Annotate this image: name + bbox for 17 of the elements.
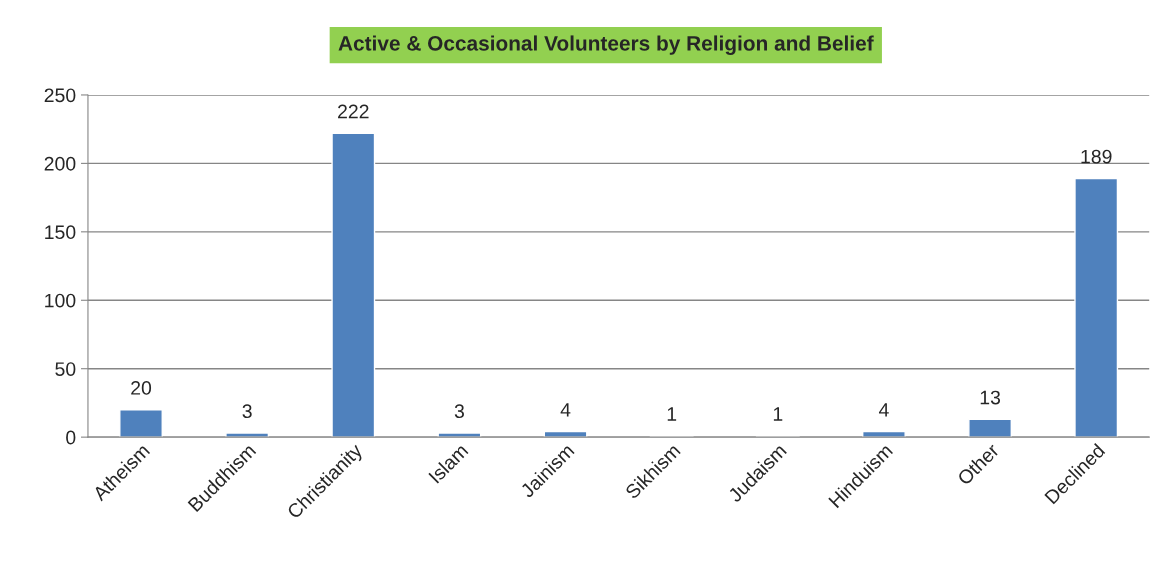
y-tick-label: 0 [66,430,76,445]
data-label: 20 [131,381,152,395]
y-tick-label: 150 [45,225,76,240]
data-label: 4 [878,403,889,417]
y-tick-label: 250 [44,88,76,103]
data-label: 189 [1081,149,1112,164]
data-label: 3 [242,404,252,419]
data-label: 222 [338,104,369,119]
y-tick-label: 50 [55,362,76,376]
chart-title: Active & Occasional Volunteers by Religion and Belief [338,35,874,55]
data-label: 1 [773,407,783,421]
data-label: 1 [667,407,677,421]
data-label: 13 [980,390,1001,405]
y-tick-label: 100 [45,293,76,308]
y-tick-label: 200 [44,156,76,171]
data-label: 4 [560,403,571,417]
data-label: 3 [454,404,464,419]
